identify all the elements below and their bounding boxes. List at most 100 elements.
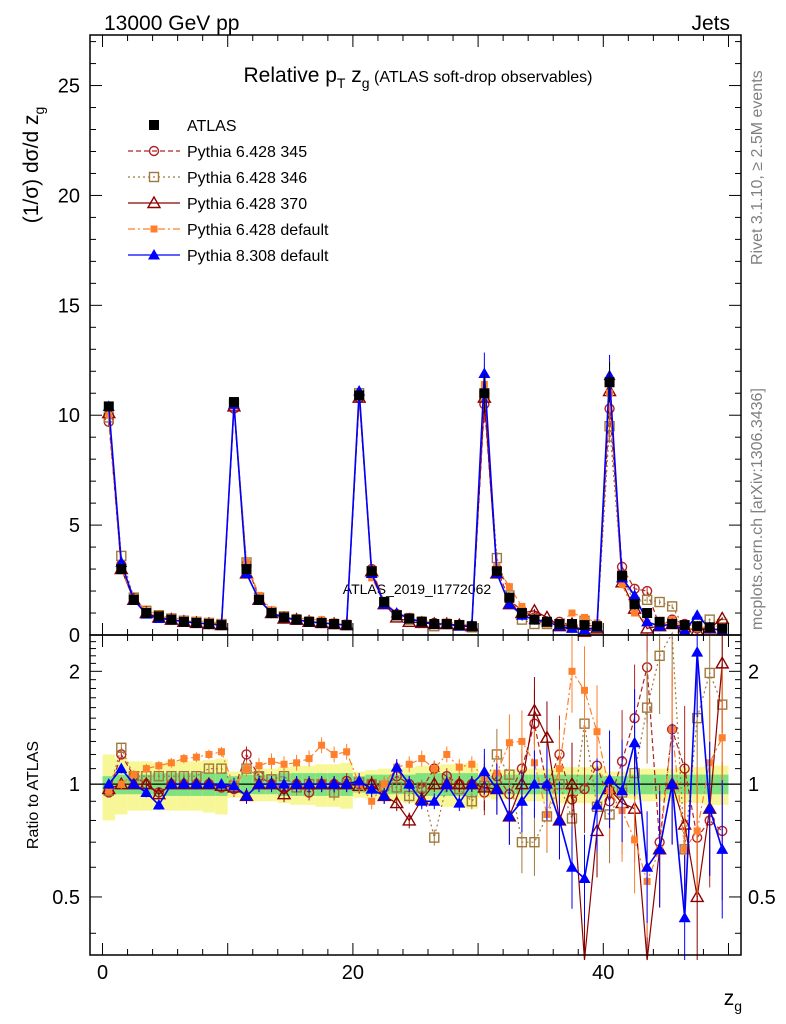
mcplots-label: mcplots.cern.ch [arXiv:1306.3436]: [749, 388, 766, 630]
legend-label-1: Pythia 6.428 345: [187, 144, 307, 161]
main-point: [441, 619, 452, 630]
ratio-point: [703, 802, 716, 814]
ratio-y-tick-label: 0.5: [52, 887, 80, 909]
main-point: [679, 620, 690, 631]
ratio-point: [453, 797, 466, 808]
ratio-point: [151, 786, 167, 800]
legend-marker-2: [148, 171, 160, 183]
ratio-series-line-1: [108, 631, 723, 850]
ratio-point: [190, 778, 203, 789]
ratio-point: [242, 765, 250, 773]
main-point: [617, 570, 628, 581]
main-point: [478, 367, 491, 378]
ratio-point: [330, 750, 338, 758]
ratio-point: [468, 760, 476, 768]
main-point: [354, 390, 365, 401]
ratio-point: [380, 780, 388, 788]
ratio-point: [155, 762, 163, 770]
main-point: [654, 596, 665, 608]
ratio-point: [153, 770, 165, 782]
main-point: [592, 621, 603, 632]
ratio-point: [564, 776, 580, 790]
main-y-tick-label: 5: [69, 515, 80, 537]
header-right: Jets: [691, 12, 730, 35]
ratio-point: [293, 759, 301, 767]
ratio-point: [455, 763, 463, 771]
main-point: [529, 614, 540, 625]
main-point: [266, 608, 277, 619]
ratio-point: [303, 778, 316, 789]
main-series-0: [103, 362, 728, 634]
main-point: [166, 614, 177, 625]
ratio-point: [268, 757, 276, 765]
ratio-point: [689, 889, 705, 903]
ratio-point: [553, 814, 566, 825]
ratio-point: [581, 686, 589, 694]
ratio-point: [430, 765, 438, 773]
ratio-point: [241, 749, 252, 760]
ratio-point: [429, 832, 440, 843]
ratio-point: [276, 786, 292, 800]
main-point: [491, 566, 502, 577]
ratio-point: [391, 782, 402, 793]
ratio-point: [378, 789, 391, 801]
main-point: [641, 615, 654, 627]
main-point: [503, 598, 516, 609]
ratio-series-line-0: [108, 667, 723, 843]
ratio-plot-frame: [89, 634, 742, 956]
ratio-point: [641, 702, 653, 713]
ratio-point: [405, 760, 413, 768]
ratio-point: [704, 667, 715, 679]
ratio-point: [165, 778, 178, 789]
ratio-point: [340, 778, 353, 789]
main-point: [604, 421, 615, 432]
main-point: [581, 613, 589, 621]
main-point: [416, 616, 427, 627]
ratio-point: [529, 836, 540, 848]
ratio-point: [518, 737, 526, 745]
main-point: [518, 602, 526, 610]
ratio-point: [591, 798, 604, 810]
main-point: [291, 614, 302, 625]
ratio-point: [516, 836, 528, 848]
ratio-point: [390, 761, 403, 772]
main-y-tick-label: 10: [58, 405, 80, 427]
rivet-label: Rivet 3.1.10, ≥ 2.5M events: [749, 70, 766, 265]
main-point: [329, 619, 340, 630]
ratio-point: [603, 773, 616, 784]
main-point: [341, 620, 352, 631]
main-point: [691, 609, 704, 620]
main-point: [304, 616, 315, 627]
main-point: [153, 611, 164, 622]
ratio-point: [116, 742, 127, 754]
ratio-point: [578, 872, 591, 884]
ratio-point: [389, 795, 404, 809]
legend-label-4: Pythia 6.428 default: [187, 222, 329, 239]
main-point: [254, 594, 265, 605]
main-point: [242, 558, 250, 566]
ratio-point: [180, 755, 188, 763]
ratio-point: [539, 730, 555, 743]
ratio-point: [681, 845, 689, 853]
ratio-point: [192, 753, 200, 761]
main-point: [116, 564, 127, 575]
ratio-point: [666, 778, 679, 789]
ratio-point: [528, 778, 541, 789]
main-point: [541, 616, 552, 627]
plot-title: Relative pT zg (ATLAS soft-drop observab…: [244, 64, 593, 91]
ratio-point: [240, 789, 253, 801]
main-point: [178, 616, 189, 627]
ratio-point: [427, 776, 442, 790]
main-point: [504, 592, 515, 603]
ratio-point: [691, 646, 704, 657]
main-point: [666, 601, 678, 612]
ratio-y-tick-label: 2: [69, 661, 80, 683]
main-point: [654, 616, 665, 627]
main-y-tick-label: 25: [58, 76, 80, 98]
ratio-point: [117, 780, 125, 788]
ratio-point: [403, 778, 416, 789]
ratio-point: [315, 778, 328, 789]
ratio-point: [343, 748, 351, 756]
legend: ATLAS Pythia 6.428 345 Pythia 6.428 346 Pyt…: [128, 118, 329, 265]
